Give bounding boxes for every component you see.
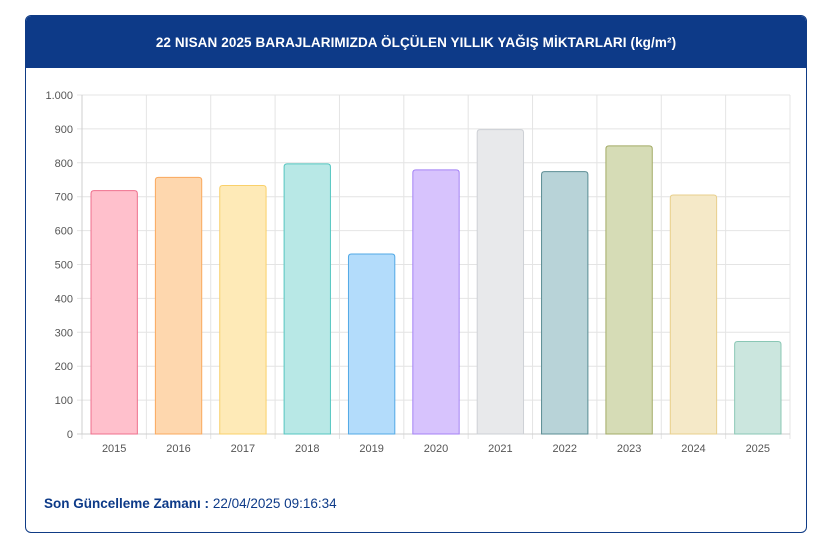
bar-2022 [541, 171, 589, 435]
y-tick-label: 500 [55, 260, 73, 272]
y-tick-label: 800 [55, 158, 73, 170]
x-tick-label: 2015 [102, 443, 126, 455]
last-update-value: 22/04/2025 09:16:34 [212, 496, 337, 511]
last-update-label: Son Güncelleme Zamanı : [44, 496, 210, 511]
y-tick-label: 700 [55, 192, 73, 204]
bar-2025 [734, 340, 782, 435]
x-tick-label: 2021 [488, 443, 512, 455]
bar-2021 [476, 129, 525, 435]
x-tick-label: 2024 [681, 443, 705, 455]
y-tick-label: 400 [55, 293, 73, 305]
y-tick-label: 1.000 [45, 90, 73, 102]
x-tick-label: 2025 [746, 443, 770, 455]
bar-2023 [605, 145, 653, 435]
y-tick-label: 200 [55, 361, 73, 373]
bar-2019 [347, 253, 396, 435]
y-tick-label: 100 [55, 395, 73, 407]
y-tick-label: 0 [67, 429, 73, 441]
bar-2018 [283, 163, 331, 435]
last-update: Son Güncelleme Zamanı : 22/04/2025 09:16… [44, 496, 337, 511]
bar-2016 [154, 176, 203, 435]
chart-area: 0 100 200 300 400 500 600 700 800 900 1.000 2015 201… [26, 68, 806, 478]
x-tick-label: 2017 [231, 443, 255, 455]
y-tick-label: 300 [55, 327, 73, 339]
x-tick-label: 2022 [552, 443, 576, 455]
bar-chart: 0 100 200 300 400 500 600 700 800 900 1.000 2015 201… [45, 90, 791, 455]
y-tick-label: 600 [55, 226, 73, 238]
x-tick-label: 2016 [166, 443, 190, 455]
x-tick-label: 2020 [424, 443, 448, 455]
y-tick-label: 900 [55, 124, 73, 136]
bar-2024 [669, 194, 718, 435]
chart-title: 22 NISAN 2025 BARAJLARIMIZDA ÖLÇÜLEN YIL… [26, 16, 806, 68]
chart-card: 22 NISAN 2025 BARAJLARIMIZDA ÖLÇÜLEN YIL… [25, 15, 807, 533]
bar-2015 [90, 190, 138, 435]
x-tick-label: 2023 [617, 443, 641, 455]
x-tick-label: 2019 [359, 443, 383, 455]
bar-2020 [412, 169, 460, 435]
x-tick-label: 2018 [295, 443, 319, 455]
bar-2017 [219, 185, 267, 435]
